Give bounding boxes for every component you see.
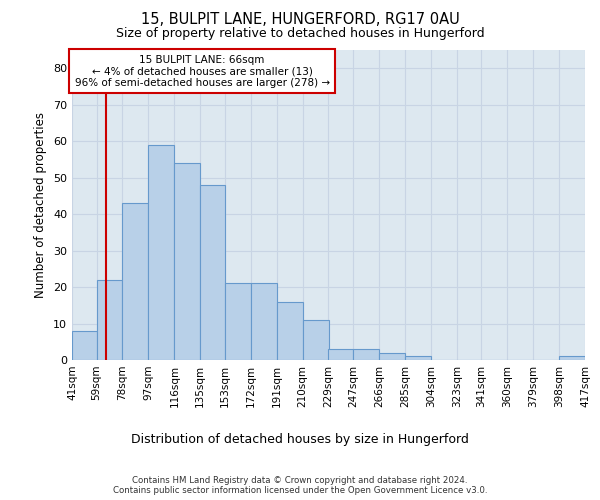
Text: Contains public sector information licensed under the Open Government Licence v3: Contains public sector information licen… xyxy=(113,486,487,495)
Bar xyxy=(405,356,431,360)
Bar xyxy=(302,320,329,360)
Bar xyxy=(251,284,277,360)
Y-axis label: Number of detached properties: Number of detached properties xyxy=(34,112,47,298)
Bar xyxy=(379,352,405,360)
Bar xyxy=(122,203,148,360)
Bar xyxy=(329,349,353,360)
Bar xyxy=(277,302,302,360)
Bar xyxy=(175,163,200,360)
Bar xyxy=(97,280,122,360)
Bar xyxy=(72,331,97,360)
Bar xyxy=(225,284,251,360)
Bar xyxy=(200,185,225,360)
Text: Contains HM Land Registry data © Crown copyright and database right 2024.: Contains HM Land Registry data © Crown c… xyxy=(132,476,468,485)
Bar xyxy=(148,145,175,360)
Text: 15 BULPIT LANE: 66sqm
← 4% of detached houses are smaller (13)
96% of semi-detac: 15 BULPIT LANE: 66sqm ← 4% of detached h… xyxy=(74,54,329,88)
Bar xyxy=(353,349,379,360)
Text: Size of property relative to detached houses in Hungerford: Size of property relative to detached ho… xyxy=(116,28,484,40)
Bar xyxy=(559,356,585,360)
Text: Distribution of detached houses by size in Hungerford: Distribution of detached houses by size … xyxy=(131,432,469,446)
Text: 15, BULPIT LANE, HUNGERFORD, RG17 0AU: 15, BULPIT LANE, HUNGERFORD, RG17 0AU xyxy=(140,12,460,28)
